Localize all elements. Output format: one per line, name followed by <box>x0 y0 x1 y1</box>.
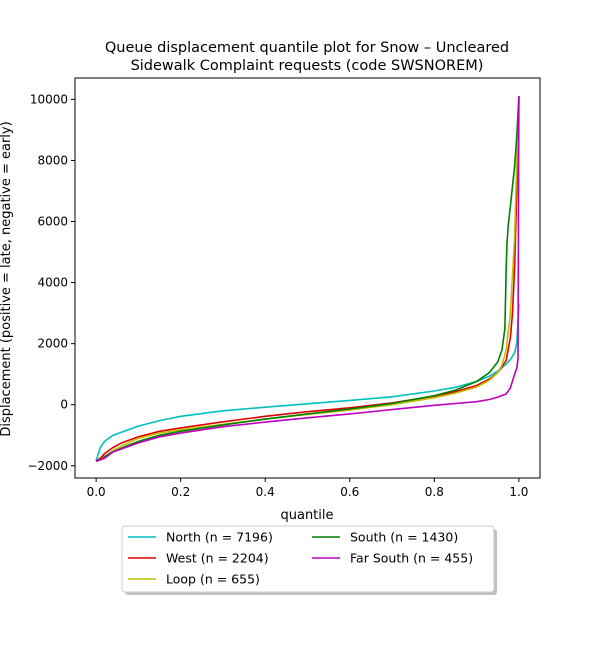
series-line-3 <box>95 99 520 462</box>
y-tick-label: −2000 <box>27 459 68 473</box>
y-tick-label: 2000 <box>37 337 68 351</box>
y-tick-label: 6000 <box>37 215 68 229</box>
chart-title-line-2: Sidewalk Complaint requests (code SWSNOR… <box>131 58 484 74</box>
y-axis: −2000 0 2000 4000 6000 8000 10000 <box>27 92 75 473</box>
y-axis-label: Displacement (positive = late, negative … <box>0 121 14 436</box>
series-line-1 <box>95 303 520 462</box>
legend-label: Far South (n = 455) <box>350 551 473 566</box>
plot-frame <box>74 77 541 479</box>
legend: North (n = 7196) West (n = 2204) Loop (n =… <box>121 525 497 595</box>
chart-title: Queue displacement quantile plot for Sno… <box>105 40 509 74</box>
x-tick-label: 1.0 <box>509 485 528 499</box>
legend-label: North (n = 7196) <box>166 530 273 545</box>
x-tick-label: 0.4 <box>256 485 275 499</box>
series-line-2 <box>95 96 520 462</box>
series-line-5 <box>95 96 520 462</box>
x-axis: 0.0 0.2 0.4 0.6 0.8 1.0 <box>87 478 528 499</box>
x-tick-label: 0.0 <box>87 485 106 499</box>
legend-box <box>121 525 495 593</box>
series-line-4 <box>95 96 520 462</box>
x-tick-label: 0.2 <box>171 485 190 499</box>
x-axis-label: quantile <box>280 508 333 523</box>
chart-title-line-1: Queue displacement quantile plot for Sno… <box>105 40 509 56</box>
legend-label: West (n = 2204) <box>166 551 269 566</box>
x-tick-label: 0.8 <box>425 485 444 499</box>
y-tick-label: 0 <box>60 398 68 412</box>
x-tick-label: 0.6 <box>340 485 359 499</box>
y-tick-label: 4000 <box>37 276 68 290</box>
legend-label: South (n = 1430) <box>350 530 458 545</box>
legend-label: Loop (n = 655) <box>166 572 260 587</box>
series-layer <box>95 96 520 462</box>
y-tick-label: 10000 <box>30 92 68 106</box>
y-tick-label: 8000 <box>37 153 68 167</box>
